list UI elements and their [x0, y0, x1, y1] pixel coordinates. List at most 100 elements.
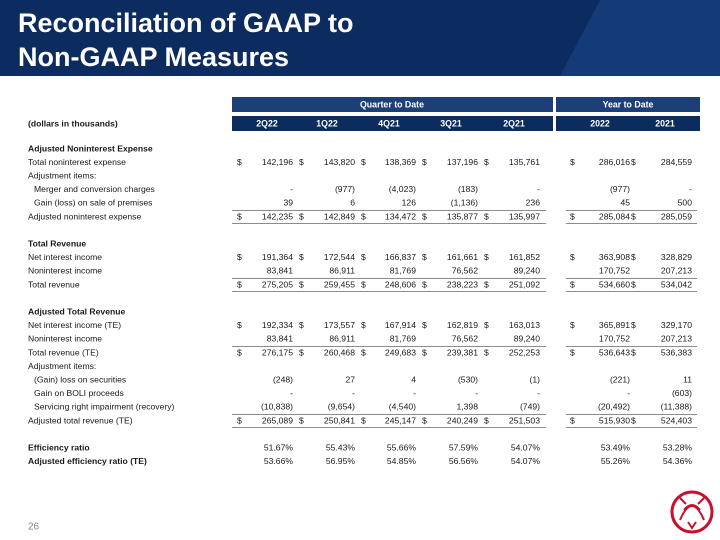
- cell-value: 163,013: [509, 320, 540, 330]
- column-band: [556, 116, 700, 131]
- cell-value: 236: [526, 198, 541, 208]
- cell-value: 251,092: [509, 279, 540, 289]
- cell-value: 251,503: [509, 415, 540, 425]
- cell-value: 54.07%: [511, 442, 541, 452]
- row-label: Noninterest income: [28, 334, 102, 344]
- cell-value: 76,562: [452, 266, 479, 276]
- cell-value: 172,544: [324, 252, 355, 262]
- title-line: Reconciliation of GAAP to: [18, 8, 354, 38]
- currency-sign: $: [237, 320, 242, 330]
- cell-value: -: [290, 388, 293, 398]
- cell-value: 54.36%: [663, 456, 693, 466]
- cell-value: 135,997: [509, 211, 540, 221]
- column-label: 4Q21: [378, 118, 400, 128]
- cell-value: 275,205: [262, 279, 293, 289]
- cell-value: 162,819: [447, 320, 478, 330]
- cell-value: 86,911: [329, 266, 355, 276]
- row-label: Adjustment items:: [28, 361, 96, 371]
- cell-value: (4,540): [389, 402, 416, 412]
- cell-value: 142,235: [262, 211, 293, 221]
- page-number: 26: [28, 522, 40, 533]
- cell-value: 137,196: [447, 157, 478, 167]
- cell-value: 134,472: [385, 211, 416, 221]
- currency-sign: $: [484, 211, 489, 221]
- cell-value: 167,914: [385, 320, 416, 330]
- cell-value: 39: [283, 198, 293, 208]
- row-label: Efficiency ratio: [28, 442, 90, 452]
- cell-value: 534,660: [599, 279, 630, 289]
- cell-value: 285,084: [599, 211, 630, 221]
- cell-value: 276,175: [262, 347, 293, 357]
- cell-value: 285,059: [661, 211, 692, 221]
- cell-value: 1,398: [456, 402, 478, 412]
- cell-value: 207,213: [661, 334, 692, 344]
- cell-value: 81,769: [390, 266, 417, 276]
- currency-sign: $: [299, 279, 304, 289]
- cell-value: (4,023): [389, 184, 416, 194]
- currency-sign: $: [299, 347, 304, 357]
- currency-sign: $: [570, 211, 575, 221]
- currency-sign: $: [631, 252, 636, 262]
- currency-sign: $: [631, 157, 636, 167]
- currency-sign: $: [570, 279, 575, 289]
- cell-value: 135,761: [509, 157, 540, 167]
- row-label: Net interest income (TE): [28, 320, 121, 330]
- cell-value: 55.43%: [326, 442, 356, 452]
- section-title: Adjusted Total Revenue: [28, 306, 125, 316]
- cell-value: -: [352, 388, 355, 398]
- cell-value: (977): [335, 184, 355, 194]
- row-label: Adjustment items:: [28, 170, 96, 180]
- currency-sign: $: [299, 157, 304, 167]
- cell-value: (1): [529, 374, 540, 384]
- cell-value: 57.59%: [449, 442, 479, 452]
- currency-sign: $: [237, 252, 242, 262]
- cell-value: 53.66%: [264, 456, 294, 466]
- currency-sign: $: [570, 252, 575, 262]
- cell-value: (20,492): [598, 402, 630, 412]
- cell-value: 249,683: [385, 347, 416, 357]
- cell-value: (749): [520, 402, 540, 412]
- cell-value: 135,877: [447, 211, 478, 221]
- cell-value: 286,016: [599, 157, 630, 167]
- cell-value: 170,752: [599, 266, 630, 276]
- cell-value: 536,643: [599, 347, 630, 357]
- cell-value: (183): [458, 184, 478, 194]
- currency-sign: $: [631, 320, 636, 330]
- currency-sign: $: [422, 415, 427, 425]
- group-label: Year to Date: [603, 99, 654, 109]
- currency-sign: $: [237, 279, 242, 289]
- column-label: 2Q22: [256, 118, 278, 128]
- cell-value: 138,369: [385, 157, 416, 167]
- cell-value: 207,213: [661, 266, 692, 276]
- cell-value: 524,403: [661, 415, 692, 425]
- currency-sign: $: [484, 252, 489, 262]
- cell-value: 83,841: [267, 266, 294, 276]
- cell-value: (248): [273, 374, 293, 384]
- cell-value: 53.28%: [663, 442, 693, 452]
- currency-sign: $: [237, 347, 242, 357]
- cell-value: (221): [610, 374, 630, 384]
- cell-value: (530): [458, 374, 478, 384]
- currency-sign: $: [570, 157, 575, 167]
- cell-value: 248,606: [385, 279, 416, 289]
- cell-value: 56.56%: [449, 456, 479, 466]
- cell-value: 245,147: [385, 415, 416, 425]
- currency-sign: $: [361, 347, 366, 357]
- cell-value: 365,891: [599, 320, 630, 330]
- cell-value: 265,089: [262, 415, 293, 425]
- logo: [670, 490, 714, 534]
- group-band: [232, 97, 553, 112]
- currency-sign: $: [422, 320, 427, 330]
- cell-value: 51.67%: [264, 442, 294, 452]
- row-label: Total revenue (TE): [28, 347, 99, 357]
- currency-sign: $: [631, 415, 636, 425]
- column-label: 1Q22: [316, 118, 338, 128]
- cell-value: 45: [620, 198, 630, 208]
- cell-value: 192,334: [262, 320, 293, 330]
- row-label: Servicing right impairment (recovery): [34, 402, 175, 412]
- currency-sign: $: [361, 415, 366, 425]
- cell-value: 284,559: [661, 157, 692, 167]
- currency-sign: $: [484, 157, 489, 167]
- cell-value: (977): [610, 184, 630, 194]
